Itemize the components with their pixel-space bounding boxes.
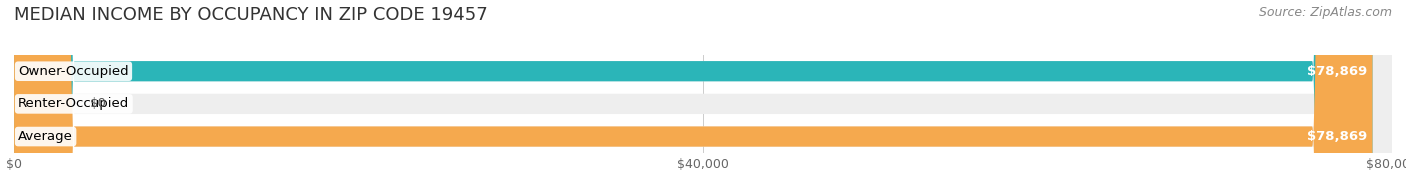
Text: MEDIAN INCOME BY OCCUPANCY IN ZIP CODE 19457: MEDIAN INCOME BY OCCUPANCY IN ZIP CODE 1… [14, 6, 488, 24]
Text: $78,869: $78,869 [1306, 65, 1367, 78]
Text: Source: ZipAtlas.com: Source: ZipAtlas.com [1258, 6, 1392, 19]
Text: Renter-Occupied: Renter-Occupied [18, 97, 129, 110]
Text: Owner-Occupied: Owner-Occupied [18, 65, 129, 78]
FancyBboxPatch shape [14, 0, 1372, 196]
FancyBboxPatch shape [14, 0, 1392, 196]
FancyBboxPatch shape [14, 0, 1372, 196]
Text: Average: Average [18, 130, 73, 143]
Text: $0: $0 [90, 97, 107, 110]
FancyBboxPatch shape [14, 0, 1392, 196]
FancyBboxPatch shape [14, 0, 1392, 196]
Text: $78,869: $78,869 [1306, 130, 1367, 143]
